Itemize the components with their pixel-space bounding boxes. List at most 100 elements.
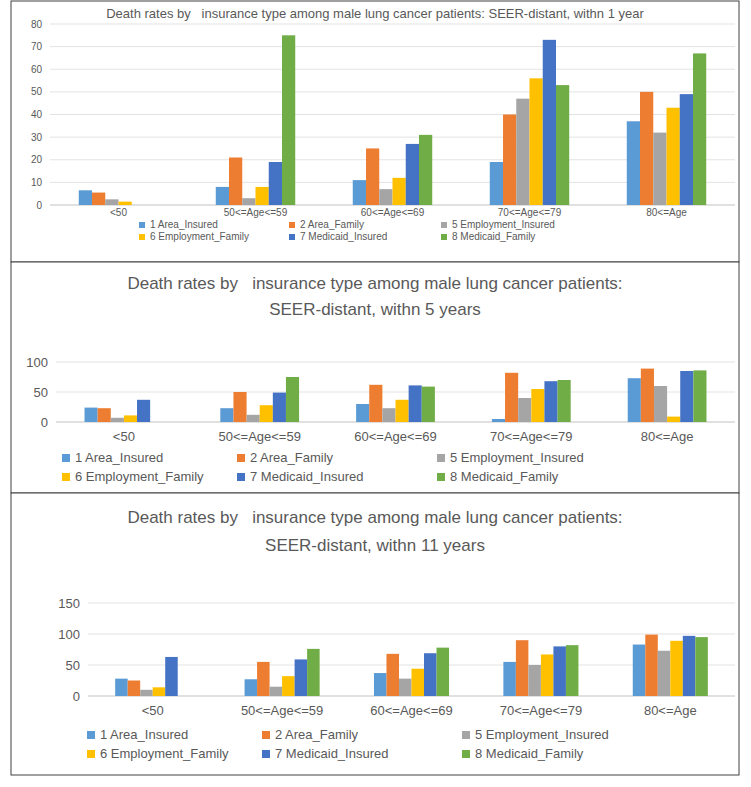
bar [220,408,233,422]
x-tick-label: 60<=Age<=69 [354,429,436,444]
bar [518,398,531,422]
bar [627,121,640,205]
bar [140,690,153,696]
panel-frame [11,1,739,262]
y-tick-label: 40 [31,109,43,120]
grid-line [50,46,735,47]
bar [379,189,392,205]
bar [683,636,696,696]
bar [556,85,569,205]
x-tick-label: 60<=Age<=69 [370,703,452,718]
bar [257,662,270,696]
x-tick-label: 80<=Age [646,207,687,218]
grid-line [56,362,735,363]
legend-label: 2 Area_Family [300,219,364,230]
bar [437,648,450,696]
x-tick-label: 80<=Age [641,429,694,444]
bar [216,187,229,205]
legend-label: 5 Employment_Insured [450,450,584,465]
legend-swatch [62,454,70,462]
legend-swatch [87,750,95,758]
bar [92,193,105,205]
y-tick-label: 60 [31,64,43,75]
legend-label: 5 Employment_Insured [475,727,609,742]
legend-swatch [437,473,445,481]
bar [245,679,258,696]
bar [286,377,299,422]
bar [111,418,124,422]
bar [229,157,242,205]
legend-swatch [262,731,270,739]
figure: Death rates by insurance type among male… [0,0,751,787]
bar [541,654,554,696]
grid-line [50,69,735,70]
bar [419,135,432,205]
bar [633,645,646,696]
y-tick-label: 50 [34,385,48,400]
bar [641,369,654,422]
legend-label: 1 Area_Insured [100,727,188,742]
chart-title: Death rates by insurance type among male… [127,274,622,319]
y-tick-label: 50 [31,86,43,97]
legend-label: 7 Medicaid_Insured [250,469,363,484]
bar [553,646,566,696]
bar [422,387,435,422]
bar [640,92,653,205]
bar [412,669,425,696]
legend-swatch [262,750,270,758]
x-tick-label: 50<=Age<=59 [224,207,288,218]
bar [492,419,505,422]
bar [307,649,320,696]
bar [366,148,379,205]
x-tick-label: <50 [142,703,164,718]
chart-panel: Death rates by insurance type among male… [11,1,739,262]
bar [282,35,295,205]
bar [516,640,529,696]
grid-line [50,114,735,115]
grid-line [50,24,735,25]
legend-swatch [237,454,245,462]
grid-line [50,91,735,92]
bar [165,657,178,696]
legend-swatch [87,731,95,739]
bar [269,162,282,205]
legend-label: 6 Employment_Family [75,469,204,484]
y-tick-label: 0 [41,415,48,430]
bar [528,665,541,696]
legend-swatch [139,234,145,240]
bar [374,673,387,696]
chart-panel: Death rates by insurance type among male… [11,262,739,493]
bar [670,641,683,696]
bar [270,687,283,696]
legend-swatch [62,473,70,481]
grid-line [88,634,735,635]
bar [119,202,132,205]
bar [256,187,269,205]
bar [424,653,437,696]
y-tick-label: 50 [66,658,80,673]
bar [693,370,706,422]
bar [247,415,260,422]
legend-label: 6 Employment_Family [150,231,249,242]
y-tick-label: 30 [31,132,43,143]
bar [544,381,557,422]
bar [628,378,641,422]
bar [645,635,658,696]
legend-swatch [289,234,295,240]
bar [98,408,111,422]
legend-swatch [139,222,145,228]
bar [406,144,419,205]
y-tick-label: 20 [31,154,43,165]
panel-frame [11,493,739,775]
bars [115,635,708,696]
y-tick-label: 0 [73,689,80,704]
bar [242,198,255,205]
x-tick-label: 70<=Age<=79 [490,429,572,444]
bar [79,190,92,205]
legend-swatch [289,222,295,228]
bar [115,679,128,696]
bar [558,380,571,422]
y-tick-label: 70 [31,41,43,52]
bar [695,637,708,696]
legend-label: 7 Medicaid_Insured [275,746,388,761]
